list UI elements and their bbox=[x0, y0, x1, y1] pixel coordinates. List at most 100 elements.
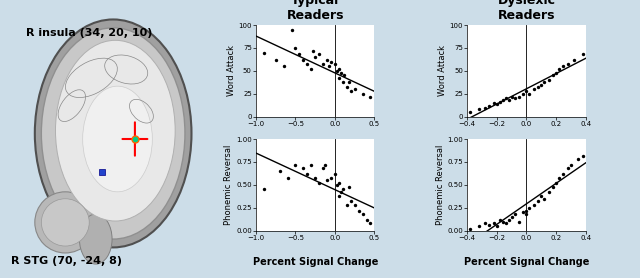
Point bbox=[521, 212, 531, 217]
Point bbox=[484, 223, 495, 227]
Point bbox=[480, 221, 490, 226]
Point bbox=[302, 61, 312, 66]
Point bbox=[308, 48, 318, 53]
Point bbox=[509, 212, 520, 217]
Point bbox=[498, 219, 508, 224]
Point bbox=[259, 187, 269, 192]
Ellipse shape bbox=[42, 28, 185, 239]
Title: Typical
Readers: Typical Readers bbox=[287, 0, 344, 23]
Point bbox=[365, 221, 376, 226]
Point bbox=[302, 172, 312, 176]
Point bbox=[310, 55, 320, 59]
Point bbox=[563, 61, 573, 66]
Point bbox=[504, 98, 514, 103]
Point bbox=[287, 28, 297, 32]
Point bbox=[314, 181, 324, 185]
Point bbox=[365, 94, 376, 99]
Point bbox=[294, 52, 305, 57]
Point bbox=[338, 80, 348, 84]
Y-axis label: Phonemic Reversal: Phonemic Reversal bbox=[435, 145, 445, 225]
Point bbox=[322, 58, 332, 62]
Ellipse shape bbox=[35, 192, 96, 253]
Point bbox=[492, 224, 502, 229]
Point bbox=[539, 80, 549, 84]
Point bbox=[484, 103, 495, 108]
Point bbox=[322, 178, 332, 182]
Text: Percent Signal Change: Percent Signal Change bbox=[464, 257, 589, 267]
Point bbox=[344, 80, 355, 84]
Y-axis label: Word Attack: Word Attack bbox=[227, 45, 236, 96]
Text: R insula (34, 20, 10): R insula (34, 20, 10) bbox=[26, 28, 152, 38]
Point bbox=[533, 85, 543, 90]
Point bbox=[349, 203, 360, 207]
Point bbox=[465, 227, 476, 231]
Point bbox=[323, 64, 333, 68]
Point bbox=[548, 185, 558, 189]
Point bbox=[498, 98, 508, 103]
Text: Percent Signal Change: Percent Signal Change bbox=[253, 257, 378, 267]
Point bbox=[509, 96, 520, 101]
Point bbox=[282, 175, 292, 180]
Point bbox=[465, 110, 476, 115]
Point bbox=[569, 58, 579, 62]
Ellipse shape bbox=[83, 86, 152, 192]
Point bbox=[492, 102, 502, 106]
Point bbox=[298, 58, 308, 62]
Point bbox=[521, 208, 531, 213]
Point bbox=[573, 157, 583, 162]
Point bbox=[306, 67, 316, 71]
Point bbox=[314, 52, 324, 57]
Point bbox=[521, 89, 531, 93]
Point bbox=[533, 199, 543, 203]
Point bbox=[551, 71, 561, 75]
Point bbox=[489, 101, 499, 105]
Point bbox=[332, 69, 342, 73]
Point bbox=[334, 76, 344, 80]
Point bbox=[275, 169, 285, 173]
Point bbox=[554, 67, 564, 71]
Title: Dyslexic
Readers: Dyslexic Readers bbox=[497, 0, 556, 23]
Point bbox=[362, 217, 372, 222]
Point bbox=[504, 217, 514, 222]
Ellipse shape bbox=[35, 19, 191, 247]
Point bbox=[514, 94, 524, 99]
Point bbox=[524, 92, 534, 96]
Point bbox=[539, 196, 549, 201]
Point bbox=[321, 162, 331, 167]
Point bbox=[338, 187, 348, 192]
Point bbox=[318, 61, 328, 66]
Point bbox=[306, 162, 316, 167]
Point bbox=[529, 87, 539, 91]
Point bbox=[271, 58, 281, 62]
Point bbox=[480, 105, 490, 110]
Point bbox=[342, 203, 352, 207]
Point bbox=[551, 181, 561, 185]
Point bbox=[474, 224, 484, 229]
Point bbox=[342, 85, 352, 90]
Point bbox=[330, 172, 340, 176]
Point bbox=[357, 92, 367, 96]
Point bbox=[259, 50, 269, 55]
Point bbox=[332, 183, 342, 187]
Point bbox=[536, 194, 547, 198]
Point bbox=[558, 172, 568, 176]
Point bbox=[500, 96, 511, 101]
Point bbox=[529, 203, 539, 207]
Point bbox=[298, 166, 308, 171]
Point bbox=[353, 208, 364, 213]
Point bbox=[514, 219, 524, 224]
Point bbox=[543, 190, 554, 194]
Point bbox=[506, 215, 516, 219]
Point bbox=[326, 59, 336, 64]
Point bbox=[346, 199, 356, 203]
Y-axis label: Phonemic Reversal: Phonemic Reversal bbox=[224, 145, 234, 225]
Point bbox=[495, 217, 505, 222]
Point bbox=[326, 175, 336, 180]
Point bbox=[357, 212, 367, 217]
Point bbox=[518, 92, 529, 96]
Ellipse shape bbox=[42, 199, 89, 246]
Point bbox=[330, 61, 340, 66]
Point bbox=[310, 175, 320, 180]
Point bbox=[577, 52, 588, 57]
Point bbox=[334, 181, 344, 185]
